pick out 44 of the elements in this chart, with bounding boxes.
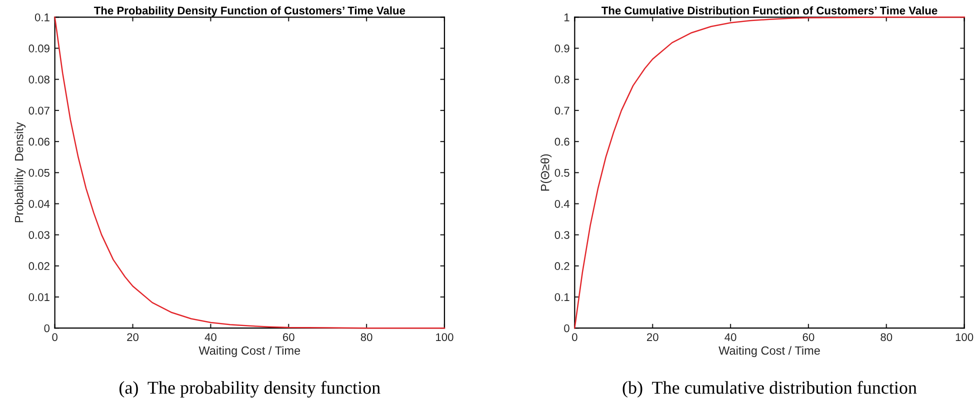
y-tick-label: 0.3: [554, 231, 570, 239]
y-tick-label: 0.1: [554, 293, 570, 302]
x-tick-label: 80: [880, 333, 892, 342]
x-tick-label: 60: [282, 333, 294, 342]
chart-title: The Cumulative Distribution Function of Customers’ Time Value: [601, 6, 938, 15]
x-tick-label: 60: [802, 333, 814, 342]
line-series: [574, 16, 965, 329]
y-tick-label: 0.1: [34, 13, 50, 22]
y-tick-label: 1: [564, 14, 570, 22]
x-tick-label: 80: [360, 333, 372, 342]
x-tick-label: 40: [204, 333, 216, 342]
y-axis-title: Probability Density: [14, 122, 26, 222]
y-tick-label: 0.2: [554, 262, 570, 270]
y-tick-label: 0.7: [554, 106, 570, 115]
y-tick-label: 0.05: [28, 168, 50, 177]
x-tick-label: 0: [572, 333, 578, 342]
y-tick-label: 0.5: [554, 168, 570, 177]
chart-title: The Probability Density Function of Customers’ Time Value: [94, 6, 406, 17]
y-tick-label: 0.09: [28, 44, 50, 52]
y-tick-label: 0: [564, 324, 570, 332]
line-series: [54, 16, 446, 329]
y-tick-label: 0.9: [554, 44, 570, 52]
y-tick-label: 0.02: [28, 262, 50, 270]
y-tick-label: 0.08: [28, 76, 50, 84]
y-tick-label: 0.03: [28, 231, 50, 239]
y-axis-title: P(Θ≥θ): [540, 154, 552, 191]
x-tick-label: 100: [436, 333, 454, 342]
y-tick-label: 0.4: [554, 200, 570, 208]
x-tick-label: 100: [956, 333, 974, 342]
x-axis-title: Waiting Cost / Time: [198, 346, 300, 358]
y-tick-label: 0.8: [554, 76, 570, 84]
y-tick-label: 0.07: [28, 106, 50, 115]
y-tick-label: 0.01: [28, 293, 50, 302]
y-tick-label: 0.6: [554, 138, 570, 146]
text: (a) The probability density function: [119, 380, 380, 398]
y-tick-label: 0.06: [28, 138, 50, 146]
y-tick-label: 0: [44, 324, 50, 332]
x-tick-label: 0: [52, 333, 58, 342]
x-axis-title: Waiting Cost / Time: [718, 346, 820, 358]
x-tick-label: 20: [127, 333, 138, 342]
x-tick-label: 40: [724, 333, 736, 342]
text: (b) The cumulative distribution function: [622, 380, 917, 398]
y-tick-label: 0.04: [28, 200, 50, 208]
x-tick-label: 20: [646, 333, 658, 342]
